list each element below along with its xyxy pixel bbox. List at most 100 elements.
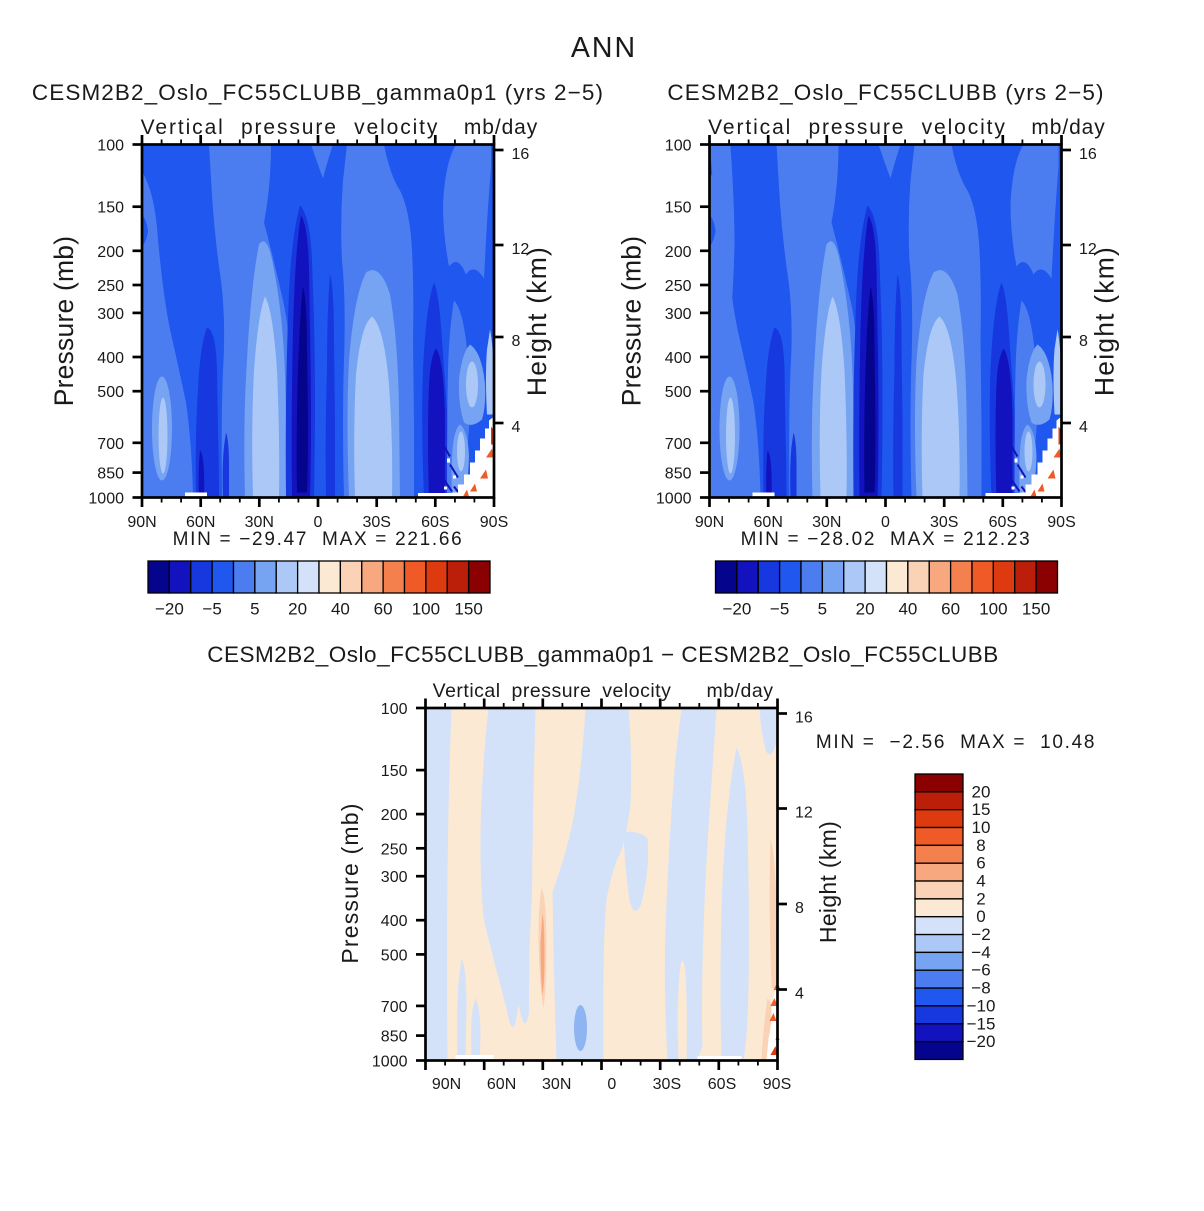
svg-text:850: 850 — [381, 1029, 408, 1046]
svg-text:1000: 1000 — [88, 491, 124, 508]
svg-text:Height (km): Height (km) — [1090, 246, 1120, 396]
svg-text:500: 500 — [665, 384, 692, 401]
svg-text:1000: 1000 — [372, 1054, 408, 1071]
svg-text:90N: 90N — [127, 514, 156, 531]
svg-text:4: 4 — [795, 986, 804, 1003]
svg-text:4: 4 — [1079, 419, 1088, 436]
svg-text:−20: −20 — [722, 600, 751, 619]
svg-text:Pressure (mb): Pressure (mb) — [617, 236, 647, 406]
svg-text:−20: −20 — [967, 1032, 996, 1051]
svg-text:−20: −20 — [155, 600, 184, 619]
svg-text:60: 60 — [941, 600, 960, 619]
svg-text:60N: 60N — [487, 1076, 516, 1093]
svg-text:−5: −5 — [202, 600, 221, 619]
svg-text:60S: 60S — [708, 1076, 736, 1093]
svg-text:Height (km): Height (km) — [522, 246, 552, 396]
svg-text:1000: 1000 — [656, 491, 692, 508]
svg-text:8: 8 — [512, 333, 521, 350]
svg-text:150: 150 — [665, 200, 692, 217]
svg-text:MIN = −2.56 MAX = 10.48: MIN = −2.56 MAX = 10.48 — [816, 732, 1096, 753]
svg-text:40: 40 — [331, 600, 350, 619]
svg-text:Pressure (mb): Pressure (mb) — [49, 236, 79, 406]
svg-text:150: 150 — [454, 600, 482, 619]
svg-text:300: 300 — [97, 306, 124, 323]
svg-text:200: 200 — [97, 244, 124, 261]
svg-text:8: 8 — [795, 900, 804, 917]
svg-text:Pressure (mb): Pressure (mb) — [337, 802, 363, 963]
svg-text:Height (km): Height (km) — [815, 821, 841, 943]
svg-text:300: 300 — [381, 869, 408, 886]
svg-text:30N: 30N — [812, 514, 841, 531]
svg-text:CESM2B2_Oslo_FC55CLUBB_gamma0p: CESM2B2_Oslo_FC55CLUBB_gamma0p1 − CESM2B… — [207, 642, 998, 667]
svg-text:8: 8 — [1079, 333, 1088, 350]
svg-text:0: 0 — [881, 514, 890, 531]
svg-text:16: 16 — [795, 710, 813, 727]
svg-text:300: 300 — [665, 306, 692, 323]
svg-text:30N: 30N — [245, 514, 274, 531]
svg-text:−4: −4 — [971, 943, 990, 962]
svg-text:mb/day: mb/day — [1031, 116, 1105, 139]
svg-text:30S: 30S — [930, 514, 958, 531]
svg-text:Vertical pressure velocity: Vertical pressure velocity — [141, 116, 440, 139]
svg-text:MIN = −29.47 MAX = 221.66: MIN = −29.47 MAX = 221.66 — [173, 529, 464, 550]
svg-text:60S: 60S — [421, 514, 449, 531]
svg-text:4: 4 — [976, 872, 985, 891]
svg-text:400: 400 — [97, 350, 124, 367]
svg-text:−15: −15 — [967, 1014, 996, 1033]
svg-text:−8: −8 — [971, 979, 990, 998]
svg-text:100: 100 — [979, 600, 1007, 619]
svg-text:Vertical pressure velocity: Vertical pressure velocity — [708, 116, 1007, 139]
svg-text:CESM2B2_Oslo_FC55CLUBB (yrs 2−: CESM2B2_Oslo_FC55CLUBB (yrs 2−5) — [667, 80, 1104, 105]
svg-text:12: 12 — [795, 805, 813, 822]
svg-text:−2: −2 — [971, 925, 990, 944]
svg-text:16: 16 — [1079, 146, 1097, 163]
svg-text:400: 400 — [665, 350, 692, 367]
svg-text:250: 250 — [381, 841, 408, 858]
svg-text:20: 20 — [288, 600, 307, 619]
svg-text:250: 250 — [665, 278, 692, 295]
svg-text:0: 0 — [976, 907, 985, 926]
svg-text:30S: 30S — [653, 1076, 681, 1093]
svg-text:5: 5 — [250, 600, 259, 619]
svg-text:100: 100 — [665, 138, 692, 155]
svg-text:6: 6 — [976, 854, 985, 873]
svg-text:20: 20 — [972, 782, 991, 801]
svg-text:700: 700 — [381, 999, 408, 1016]
svg-text:60: 60 — [374, 600, 393, 619]
svg-text:−6: −6 — [971, 961, 990, 980]
svg-text:4: 4 — [512, 419, 521, 436]
svg-text:500: 500 — [381, 947, 408, 964]
svg-text:20: 20 — [856, 600, 875, 619]
svg-text:90S: 90S — [480, 514, 508, 531]
svg-text:60N: 60N — [754, 514, 783, 531]
svg-text:Vertical pressure velocity: Vertical pressure velocity — [433, 680, 672, 702]
svg-text:CESM2B2_Oslo_FC55CLUBB_gamma0p: CESM2B2_Oslo_FC55CLUBB_gamma0p1 (yrs 2−5… — [32, 80, 604, 105]
svg-text:8: 8 — [976, 836, 985, 855]
svg-text:MIN = −28.02 MAX = 212.23: MIN = −28.02 MAX = 212.23 — [741, 529, 1032, 550]
svg-text:0: 0 — [314, 514, 323, 531]
svg-text:12: 12 — [1079, 241, 1097, 258]
svg-text:0: 0 — [607, 1076, 616, 1093]
svg-text:−5: −5 — [770, 600, 789, 619]
svg-text:700: 700 — [665, 436, 692, 453]
svg-text:mb/day: mb/day — [464, 116, 538, 139]
svg-text:60N: 60N — [186, 514, 215, 531]
svg-text:30S: 30S — [362, 514, 390, 531]
svg-text:2: 2 — [976, 889, 985, 908]
svg-text:150: 150 — [97, 200, 124, 217]
svg-text:200: 200 — [381, 807, 408, 824]
svg-text:90S: 90S — [763, 1076, 791, 1093]
svg-text:250: 250 — [97, 278, 124, 295]
svg-text:200: 200 — [665, 244, 692, 261]
svg-text:90S: 90S — [1047, 514, 1075, 531]
svg-text:30N: 30N — [542, 1076, 571, 1093]
svg-text:850: 850 — [97, 466, 124, 483]
svg-text:700: 700 — [97, 436, 124, 453]
svg-text:100: 100 — [97, 138, 124, 155]
svg-text:100: 100 — [412, 600, 440, 619]
svg-text:mb/day: mb/day — [707, 680, 774, 702]
svg-text:−10: −10 — [967, 996, 996, 1015]
svg-text:400: 400 — [381, 913, 408, 930]
svg-text:90N: 90N — [432, 1076, 461, 1093]
svg-text:5: 5 — [818, 600, 827, 619]
